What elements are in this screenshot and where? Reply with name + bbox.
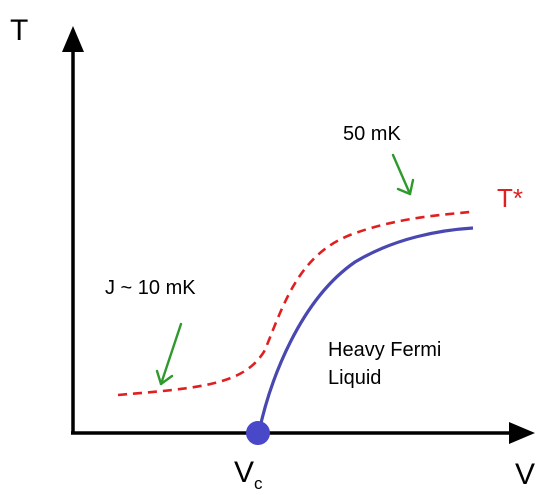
left-scale-arrow-icon (155, 322, 183, 386)
top-scale-label: 50 mK (343, 123, 401, 145)
x-axis-arrowhead (509, 422, 535, 444)
t-star-dashed-curve (117, 210, 471, 397)
region-label-line2: Liquid (328, 367, 381, 389)
region-label-line1: Heavy Fermi (328, 339, 441, 361)
y-axis-label: T (10, 14, 28, 47)
x-axis-label: V (515, 458, 535, 491)
critical-point-dot (246, 421, 270, 445)
top-scale-arrow-icon (391, 153, 415, 196)
t-star-label: T* (497, 183, 523, 213)
fermi-liquid-boundary-curve (257, 226, 474, 433)
y-axis-arrowhead (62, 26, 84, 52)
critical-point-label-main: V (234, 456, 254, 489)
left-scale-label: J ~ 10 mK (105, 277, 196, 299)
critical-point-label-sub: c (254, 474, 263, 493)
critical-point-label: Vc (234, 456, 263, 493)
